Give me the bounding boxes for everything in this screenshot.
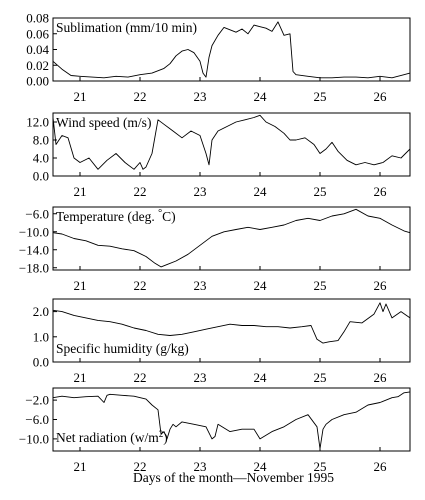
y-tick-label: −6.0 (25, 206, 49, 221)
y-tick-label: 0.00 (26, 74, 49, 89)
temperature-title: Temperature (deg. °C) (56, 208, 176, 224)
x-tick-label: 21 (74, 370, 87, 385)
x-tick-label: 26 (374, 184, 388, 199)
y-tick-label: −10.0 (19, 431, 49, 446)
y-tick-label: 2.0 (33, 304, 49, 319)
panel-sublimation: 0.000.020.040.060.08 21 22 23 24 25 26 Sublimat… (26, 11, 411, 104)
y-tick-label: −10.0 (19, 224, 49, 239)
x-tick-label: 25 (314, 370, 327, 385)
x-tick-label: 25 (314, 459, 327, 474)
x-tick-label: 25 (314, 184, 327, 199)
net-radiation-series-line (52, 391, 411, 450)
y-tick-label: 0.02 (26, 58, 49, 73)
x-tick-label: 22 (134, 370, 147, 385)
wind-speed-series-line (52, 114, 411, 170)
y-tick-label: 0.0 (33, 169, 49, 184)
x-tick-label: 23 (194, 459, 207, 474)
panel-wind-speed: 0.0 4.0 8.0 12.0 21 22 23 24 25 26 Wind speed (m/s… (26, 112, 411, 199)
x-tick-label: 24 (254, 370, 268, 385)
x-tick-label: 21 (74, 278, 87, 293)
x-tick-label: 26 (374, 89, 388, 104)
y-tick-label: −18.0 (19, 260, 49, 275)
x-tick-label: 25 (314, 89, 327, 104)
temperature-series-line (52, 208, 411, 268)
x-tick-label: 25 (314, 278, 327, 293)
x-tick-label: 21 (74, 459, 87, 474)
x-tick-label: 22 (134, 459, 147, 474)
sublimation-series-line (52, 21, 411, 79)
specific-humidity-series-line (52, 302, 411, 344)
y-tick-label: 0.0 (33, 355, 49, 370)
y-tick-label: 0.06 (26, 26, 49, 41)
y-tick-label: 8.0 (33, 133, 49, 148)
panel-frame (52, 206, 411, 271)
x-tick-label: 23 (194, 370, 207, 385)
panel-net-radiation: −10.0 −6.0 −2.0 21 22 23 24 25 26 Net radiation (… (19, 387, 411, 474)
y-tick-label: 1.0 (33, 329, 49, 344)
x-tick-label: 21 (74, 89, 87, 104)
x-tick-label: 22 (134, 278, 147, 293)
specific-humidity-title: Specific humidity (g/kg) (56, 341, 189, 356)
y-tick-label: −2.0 (25, 393, 49, 408)
y-tick-label: 12.0 (26, 115, 49, 130)
net-radiation-title: Net radiation (w/m2) (56, 429, 168, 445)
panel-temperature: −18.0 −14.0 −10.0 −6.0 21 22 23 24 25 26 Temperatu… (19, 206, 411, 293)
x-tick-label: 26 (374, 278, 388, 293)
y-tick-label: 0.08 (26, 11, 49, 26)
x-tick-label: 24 (254, 459, 268, 474)
x-tick-label: 26 (374, 459, 388, 474)
x-axis-label: Days of the month—November 1995 (133, 470, 334, 485)
x-tick-label: 26 (374, 370, 388, 385)
sublimation-title: Sublimation (mm/10 min) (56, 20, 197, 35)
y-tick-label: 4.0 (33, 151, 49, 166)
x-tick-label: 24 (254, 278, 268, 293)
y-tick-label: −14.0 (19, 242, 49, 257)
x-tick-label: 23 (194, 184, 207, 199)
x-tick-label: 22 (134, 89, 147, 104)
x-tick-label: 24 (254, 184, 268, 199)
wind-speed-title: Wind speed (m/s) (56, 115, 151, 130)
x-tick-label: 22 (134, 184, 147, 199)
x-tick-label: 21 (74, 184, 87, 199)
x-tick-label: 23 (194, 89, 207, 104)
x-tick-label: 24 (254, 89, 268, 104)
y-tick-label: −6.0 (25, 412, 49, 427)
panel-frame (52, 298, 411, 363)
panel-frame (52, 112, 411, 177)
x-tick-label: 23 (194, 278, 207, 293)
y-tick-label: 0.04 (26, 42, 49, 57)
panel-specific-humidity: 0.0 1.0 2.0 21 22 23 24 25 26 Specific humidity (… (33, 298, 411, 385)
